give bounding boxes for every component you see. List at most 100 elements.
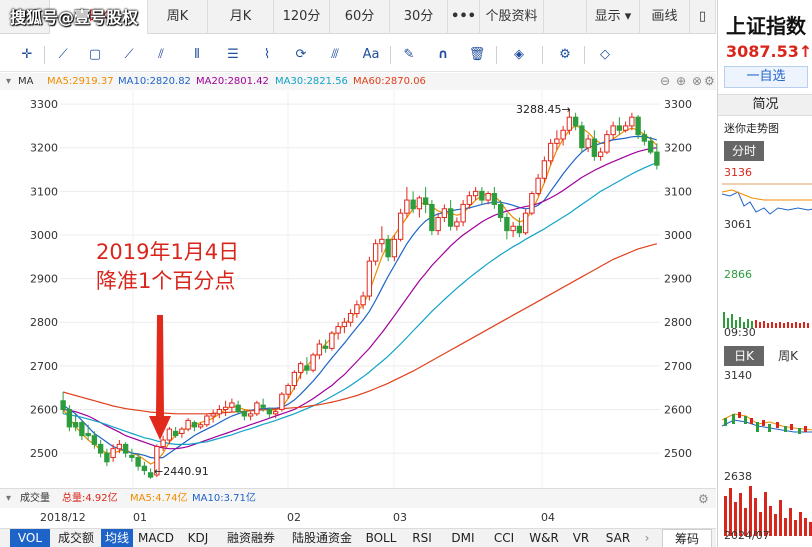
ma-line-ma30 bbox=[63, 161, 658, 445]
ma-line-ma10 bbox=[62, 135, 658, 459]
magnet-icon[interactable]: ∩ bbox=[437, 47, 449, 62]
candle-body bbox=[622, 125, 629, 131]
wave-icon[interactable]: ⌇ bbox=[263, 47, 271, 62]
tab-daily-k[interactable]: 日K bbox=[50, 0, 148, 34]
candlestick bbox=[635, 114, 641, 139]
candle-body bbox=[197, 424, 204, 428]
tab-wr[interactable]: W&R bbox=[529, 531, 559, 545]
candle-body bbox=[472, 190, 479, 197]
candle-body bbox=[510, 225, 516, 232]
candlestick bbox=[229, 398, 235, 412]
add-watchlist-button[interactable]: 一自选 bbox=[724, 66, 808, 88]
tab-monthly-k[interactable]: 月K bbox=[208, 0, 274, 34]
remove-icon[interactable]: ⊗ bbox=[692, 74, 703, 88]
text-icon[interactable]: Aa bbox=[362, 47, 380, 62]
candle-body bbox=[172, 430, 179, 437]
candle-body bbox=[72, 422, 79, 428]
collapse-icon[interactable]: ▾ bbox=[6, 76, 12, 87]
y-tick-label: 2900 bbox=[30, 273, 58, 286]
overview-section[interactable]: 简况 bbox=[718, 94, 812, 116]
tab-macd[interactable]: MACD bbox=[138, 531, 174, 545]
tab-chips[interactable]: 筹码 bbox=[662, 529, 712, 547]
annotation-date: 2019年1月4日 bbox=[96, 240, 239, 264]
candlestick bbox=[647, 136, 654, 155]
candlestick bbox=[516, 217, 523, 238]
tab-rsi[interactable]: RSI bbox=[412, 531, 432, 545]
tab-120min[interactable]: 120分 bbox=[274, 0, 330, 34]
collapse-volume-icon[interactable]: ▾ bbox=[6, 493, 12, 504]
tab-ma[interactable]: 均线 bbox=[101, 529, 133, 547]
trash-icon[interactable]: 🗑 bbox=[468, 47, 486, 62]
candle-body bbox=[235, 404, 241, 413]
candle-body bbox=[497, 203, 504, 219]
tab-timeshare[interactable]: 分时 bbox=[0, 0, 50, 34]
cycle-icon[interactable]: ⟳ bbox=[295, 47, 307, 62]
right-panel: 上证指数 3087.53↑ 一自选 简况 迷你走势图 分时 3136 3061 … bbox=[717, 0, 812, 547]
candlestick bbox=[616, 117, 623, 135]
hide-icon[interactable]: ◈ bbox=[514, 47, 524, 62]
rectangle-icon[interactable]: ▢ bbox=[88, 47, 102, 62]
tab-kdj[interactable]: KDJ bbox=[187, 531, 209, 545]
drawing-toolbar: ✛ ⟋ ▢ ⟋ ⫽ ⦀ ☰ ⌇ ⟳ ⫻ Aa ✎ ∩ 🗑 ◈ ⚙ ◇ bbox=[0, 38, 716, 72]
tab-60min[interactable]: 60分 bbox=[330, 0, 390, 34]
more-periods-button[interactable]: ••• bbox=[448, 0, 480, 34]
candlestick bbox=[366, 256, 373, 301]
ma5-value: MA5:2919.37 bbox=[47, 76, 114, 87]
horizontal-lines-icon[interactable]: ☰ bbox=[227, 47, 239, 62]
price-chart[interactable]: 2500 2600 2700 2800 2900 3000 3100 3200 3300 250… bbox=[0, 91, 716, 488]
draw-panel-toggle-icon[interactable]: ▯ bbox=[690, 0, 716, 34]
candlestick bbox=[529, 191, 535, 216]
tab-sar[interactable]: SAR bbox=[605, 531, 631, 545]
candlestick bbox=[154, 444, 160, 478]
pen-icon[interactable]: ✎ bbox=[403, 47, 415, 62]
tab-cci[interactable]: CCI bbox=[493, 531, 515, 545]
tab-margin[interactable]: 融资融券 bbox=[226, 531, 275, 545]
draw-line-button[interactable]: 画线 bbox=[640, 0, 690, 34]
volume-settings-icon[interactable]: ⚙ bbox=[698, 492, 709, 506]
ma30-value: MA30:2821.56 bbox=[275, 76, 348, 87]
zoom-out-icon[interactable]: ⊖ bbox=[660, 74, 671, 88]
mini-tab-daily[interactable]: 日K bbox=[724, 346, 764, 366]
candlestick bbox=[472, 186, 479, 201]
settings-icon[interactable]: ⚙ bbox=[559, 47, 571, 62]
ray-icon[interactable]: ⟋ bbox=[124, 47, 134, 62]
display-dropdown[interactable]: 显示 ▾ bbox=[586, 0, 640, 34]
mini-tab-timeshare[interactable]: 分时 bbox=[724, 141, 764, 161]
candlestick bbox=[116, 440, 123, 454]
candlestick bbox=[410, 191, 416, 214]
candlestick bbox=[347, 309, 354, 327]
candle-body bbox=[185, 419, 191, 430]
ma-line-ma20 bbox=[63, 147, 657, 450]
candle-body bbox=[654, 151, 660, 166]
layers-icon[interactable]: ◇ bbox=[600, 47, 610, 62]
vertical-lines-icon[interactable]: ⦀ bbox=[194, 47, 200, 62]
tab-stock-profile[interactable]: 个股资料 bbox=[480, 0, 544, 34]
zoom-in-icon[interactable]: ⊕ bbox=[676, 74, 687, 88]
crosshair-icon[interactable]: ✛ bbox=[21, 47, 33, 62]
trendline-icon[interactable]: ⟋ bbox=[58, 47, 68, 62]
candle-body bbox=[647, 140, 654, 153]
y-tick-label: 3100 bbox=[30, 185, 58, 198]
tab-boll[interactable]: BOLL bbox=[365, 531, 397, 545]
fibonacci-icon[interactable]: ⫻ bbox=[331, 47, 339, 62]
tab-turnover[interactable]: 成交额 bbox=[57, 531, 94, 545]
mini-tab-weekly[interactable]: 周K bbox=[778, 349, 798, 363]
tab-weekly-k[interactable]: 周K bbox=[148, 0, 208, 34]
tab-vol[interactable]: VOL bbox=[10, 529, 50, 547]
annotation-event: 降准1个百分点 bbox=[96, 269, 235, 293]
tab-30min[interactable]: 30分 bbox=[390, 0, 448, 34]
y-tick-label: 3100 bbox=[664, 185, 692, 198]
candle-body bbox=[204, 415, 210, 426]
tab-vr[interactable]: VR bbox=[572, 531, 590, 545]
chart-settings-icon[interactable]: ⚙ bbox=[704, 74, 715, 88]
candlestick bbox=[535, 173, 541, 196]
tabs-scroll-right-icon[interactable]: › bbox=[644, 531, 650, 545]
candlestick bbox=[172, 426, 179, 438]
candle-body bbox=[335, 326, 341, 334]
tab-dmi[interactable]: DMI bbox=[451, 531, 475, 545]
parallel-lines-icon[interactable]: ⫽ bbox=[158, 47, 164, 62]
mini-high-value: 3136 bbox=[724, 166, 752, 179]
tab-hk-connect[interactable]: 陆股通资金 bbox=[291, 531, 352, 545]
candlestick bbox=[147, 468, 154, 479]
candlestick bbox=[566, 109, 573, 135]
